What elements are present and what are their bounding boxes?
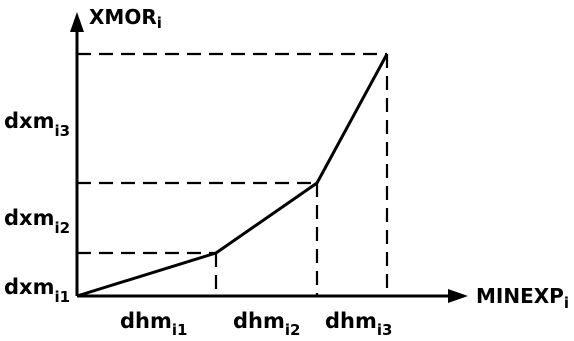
y-label-dxm-i1: dxmi1	[4, 275, 70, 306]
y-axis-arrowhead	[70, 12, 84, 32]
x-label-1-sub: i1	[172, 321, 188, 339]
x-label-dhm-i1: dhmi1	[120, 309, 187, 339]
y-label-3-sub: i3	[54, 122, 70, 140]
x-label-2-main: dhm	[233, 309, 285, 333]
x-label-dhm-i3: dhmi3	[325, 309, 392, 339]
x-label-2-sub: i2	[285, 321, 301, 339]
x-label-3-main: dhm	[325, 309, 377, 333]
y-label-2-main: dxm	[4, 206, 54, 230]
y-axis-title-main: XMOR	[89, 5, 157, 29]
x-axis-title: MINEXPi	[476, 284, 569, 312]
y-label-1-main: dxm	[4, 275, 54, 299]
y-label-dxm-i3: dxmi3	[4, 109, 70, 140]
y-axis-title-sub: i	[157, 14, 162, 32]
x-axis-title-sub: i	[564, 294, 569, 312]
x-label-1-main: dhm	[120, 309, 172, 333]
dashed-guides	[77, 52, 389, 296]
y-label-2-sub: i2	[54, 219, 70, 237]
y-label-1-sub: i1	[54, 288, 70, 306]
y-label-3-main: dxm	[4, 109, 54, 133]
x-label-3-sub: i3	[377, 321, 393, 339]
piecewise-curve	[76, 53, 389, 298]
x-axis-arrowhead	[448, 289, 468, 303]
x-axis-title-main: MINEXP	[476, 284, 564, 308]
x-label-dhm-i2: dhmi2	[233, 309, 300, 339]
y-axis-title: XMORi	[89, 5, 162, 32]
y-label-dxm-i2: dxmi2	[4, 206, 70, 237]
